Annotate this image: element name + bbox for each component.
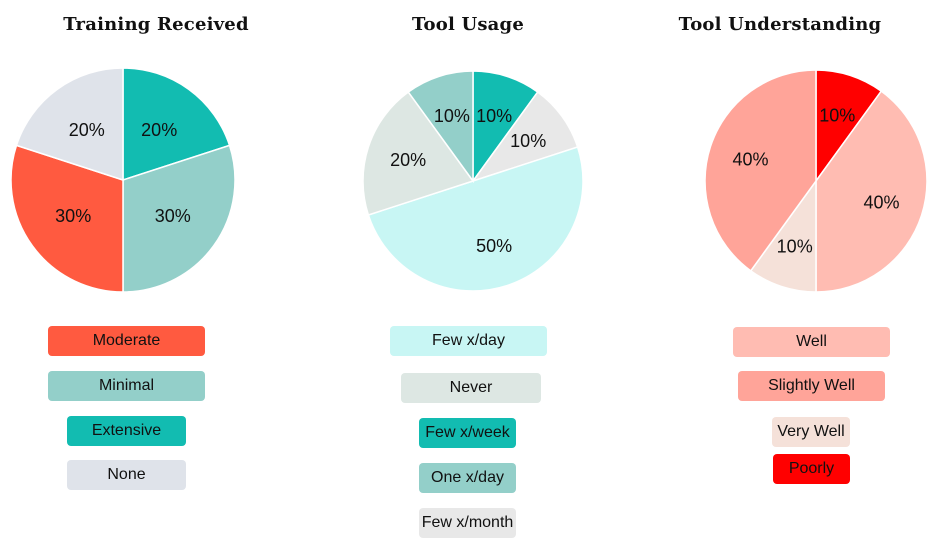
slice-data-label: 10%	[777, 237, 813, 257]
chart-title: Tool Usage	[412, 14, 524, 35]
pie-slice-few-x-day	[367, 146, 584, 292]
legend-item-well: Well	[733, 327, 890, 357]
pie-slice-none	[15, 67, 124, 182]
pie-slice-slightly-well	[704, 69, 817, 272]
slice-data-label: 10%	[819, 106, 855, 126]
slice-data-label: 30%	[155, 206, 191, 226]
slice-data-label: 20%	[69, 120, 105, 140]
pie-slice-minimal	[122, 144, 236, 293]
legend-item-few-x-month: Few x/month	[419, 508, 516, 538]
legend-item-few-x-week: Few x/week	[419, 418, 516, 448]
legend-item-minimal: Minimal	[48, 371, 205, 401]
slice-data-label: 10%	[510, 131, 546, 151]
chart-training-received: Training Received 20% 30% 30% 20% Moderate M…	[0, 0, 312, 554]
pie-slice-extensive	[122, 67, 231, 182]
legend-item-never: Never	[401, 373, 541, 403]
slice-data-label: 20%	[141, 120, 177, 140]
slice-data-label: 10%	[434, 106, 470, 126]
pie-tool-understanding: 10% 40% 10% 40%	[704, 69, 928, 293]
slice-data-label: 10%	[476, 106, 512, 126]
pie-slice-moderate	[10, 144, 124, 293]
chart-title: Training Received	[63, 14, 249, 35]
slice-data-label: 40%	[732, 150, 768, 170]
legend-item-one-x-day: One x/day	[419, 463, 516, 493]
legend-item-none: None	[67, 460, 186, 490]
legend-item-very-well: Very Well	[772, 417, 850, 447]
pie-slice-one-x-day	[407, 70, 474, 184]
slice-data-label: 40%	[863, 192, 899, 212]
legend-item-few-x-day: Few x/day	[390, 326, 547, 356]
slice-data-label: 20%	[390, 150, 426, 170]
pie-slice-well	[815, 90, 928, 293]
slice-data-label: 50%	[476, 236, 512, 256]
slice-data-label: 30%	[55, 206, 91, 226]
legend-item-extensive: Extensive	[67, 416, 186, 446]
chart-tool-usage: Tool Usage 10% 10% 50% 20% 10% Few x/day Neve…	[312, 0, 624, 554]
legend-item-slightly-well: Slightly Well	[738, 371, 885, 401]
legend-item-moderate: Moderate	[48, 326, 205, 356]
chart-tool-understanding: Tool Understanding 10% 40% 10% 40% Well Slig…	[624, 0, 936, 554]
legend-item-poorly: Poorly	[773, 454, 850, 484]
pie-slice-never	[362, 90, 475, 216]
pie-tool-usage: 10% 10% 50% 20% 10%	[362, 70, 584, 292]
chart-title: Tool Understanding	[678, 14, 882, 35]
pie-training-received: 20% 30% 30% 20%	[10, 67, 236, 293]
